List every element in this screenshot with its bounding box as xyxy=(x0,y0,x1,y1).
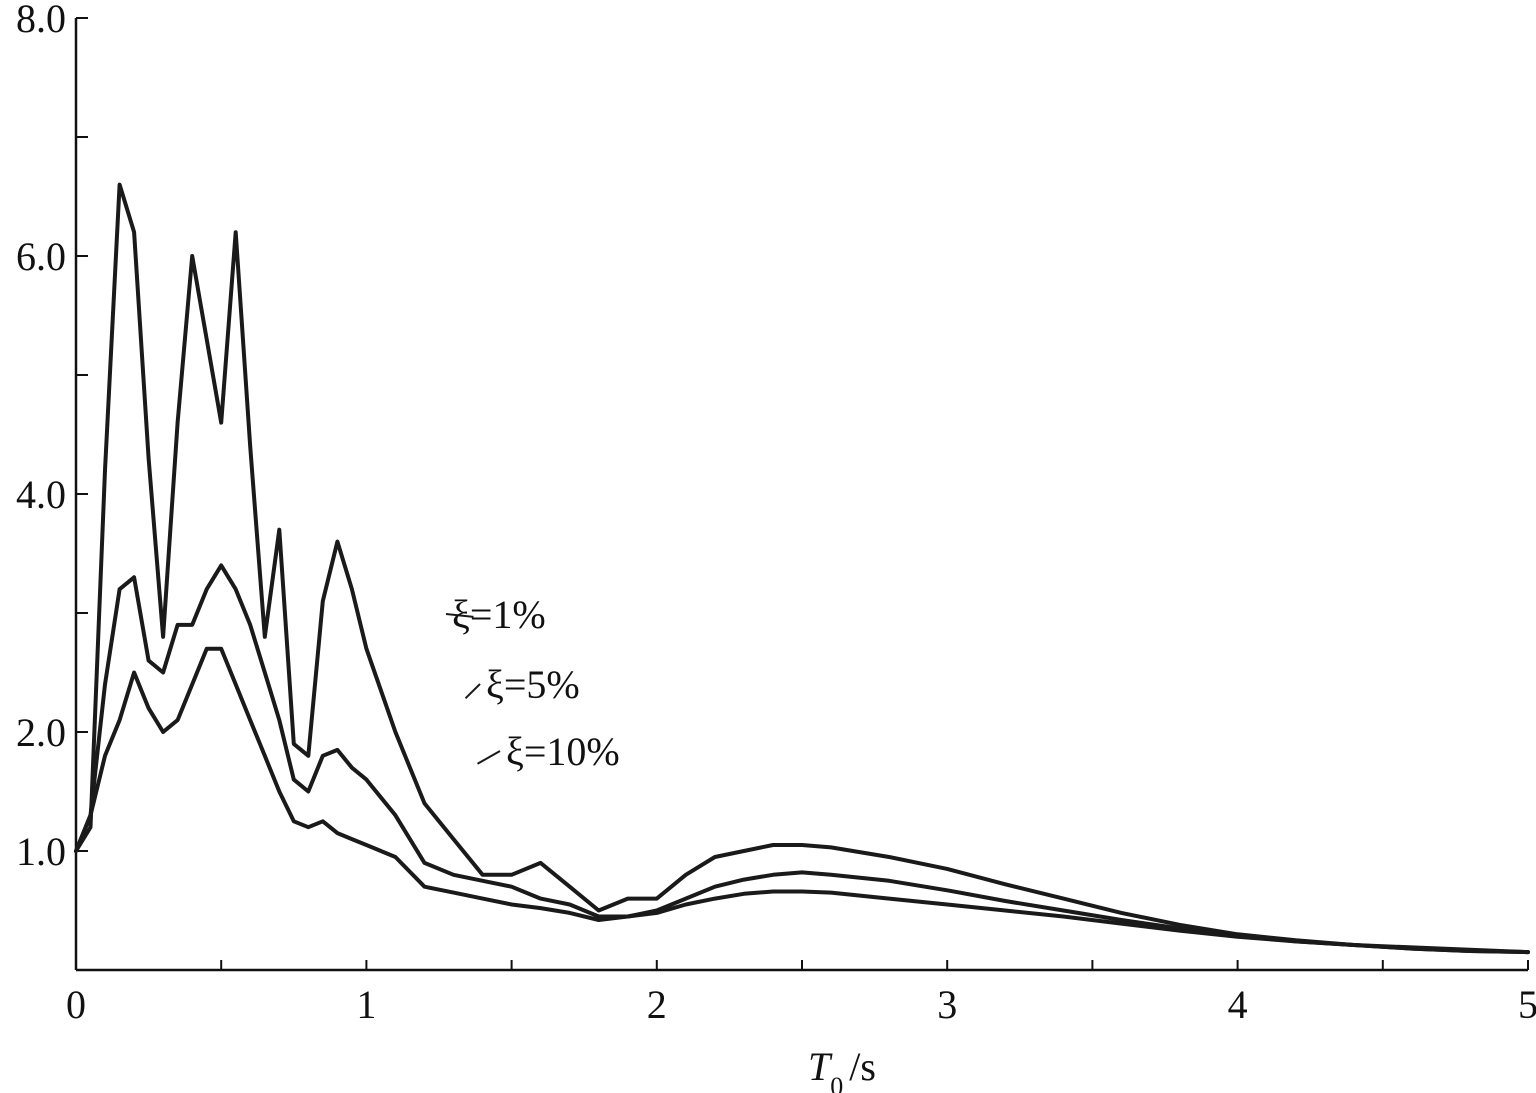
series-label: ξ=10% xyxy=(506,729,620,774)
x-axis-title: T0/s xyxy=(808,1044,876,1093)
axes xyxy=(74,18,1528,972)
x-tick-label: 4 xyxy=(1228,982,1248,1027)
series-line-2 xyxy=(74,563,1530,955)
x-axis-title-unit: /s xyxy=(849,1044,876,1089)
x-tick-label: 2 xyxy=(647,982,667,1027)
x-tick-label: 5 xyxy=(1518,982,1536,1027)
series-label-leader xyxy=(464,683,481,700)
series-label-leader xyxy=(445,613,474,618)
y-tick-label: 2.0 xyxy=(16,710,66,755)
y-tick-label: 4.0 xyxy=(16,472,66,517)
series-labels: ξ=1% ξ=5% ξ=10% xyxy=(445,592,620,774)
series-lines xyxy=(74,182,1530,955)
series-label: ξ=5% xyxy=(486,662,580,707)
x-tick-label: 0 xyxy=(66,982,86,1027)
x-tick-label: 1 xyxy=(356,982,376,1027)
x-axis-title-subscript: 0 xyxy=(830,1072,843,1093)
tick-labels: 0 1 2 3 4 5 1.0 2.0 4.0 6.0 8.0 xyxy=(16,0,1536,1027)
y-tick-label: 1.0 xyxy=(16,829,66,874)
x-axis-title-symbol: T xyxy=(808,1044,833,1089)
x-tick-label: 3 xyxy=(937,982,957,1027)
series-label: ξ=1% xyxy=(452,592,546,637)
series-line-3 xyxy=(74,646,1530,955)
series-label-leader xyxy=(477,750,501,765)
tick-marks xyxy=(75,17,1529,970)
y-tick-label: 8.0 xyxy=(16,0,66,41)
y-tick-label: 6.0 xyxy=(16,234,66,279)
series-line-1 xyxy=(74,182,1530,955)
